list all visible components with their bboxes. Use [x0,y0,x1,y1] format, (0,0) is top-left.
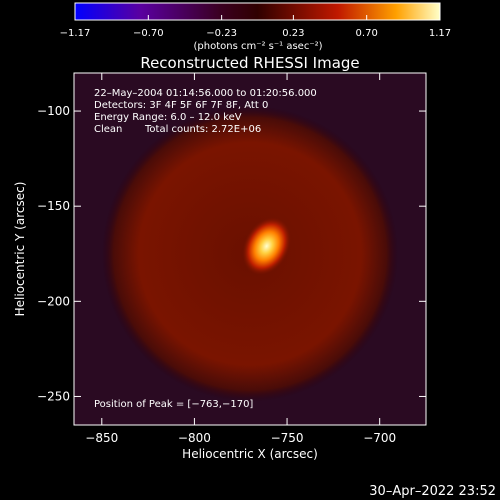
colorbar-tick-label: 0.70 [356,28,378,39]
y-axis-label: Heliocentric Y (arcsec) [13,182,27,317]
x-tick-label: −700 [363,431,396,445]
colorbar-tick-label: 1.17 [429,28,451,39]
annotation-detectors: Detectors: 3F 4F 5F 6F 7F 8F, Att 0 [94,100,268,111]
annotation-time-range: 22–May–2004 01:14:56.000 to 01:20:56.000 [94,88,317,99]
colorbar-unit-label: (photons cm⁻² s⁻¹ asec⁻²) [193,41,322,52]
x-tick-label: −850 [85,431,118,445]
annotation-clean: Clean [94,124,122,135]
y-tick-label: −100 [37,104,70,118]
plot-frame [73,72,427,426]
annotation-energy-range: Energy Range: 6.0 – 12.0 keV [94,112,242,123]
colorbar-tick-label: −0.70 [133,28,164,39]
colorbar-tick-label: −1.17 [60,28,91,39]
x-tick-label: −800 [178,431,211,445]
x-axis-label: Heliocentric X (arcsec) [182,447,318,461]
colorbar-ticks: −1.17 −0.70 −0.23 0.23 0.70 1.17 [60,15,451,39]
colorbar-tick-label: −0.23 [206,28,237,39]
timestamp: 30–Apr–2022 23:52 [369,484,496,499]
annotation-total-counts: Total counts: 2.72E+06 [144,124,261,135]
x-axis: −850 −800 −750 −700 [85,73,396,445]
x-tick-label: −750 [271,431,304,445]
peak-position-label: Position of Peak = [−763,−170] [94,399,253,410]
plot-area [74,73,426,425]
colorbar-tick-label: 0.23 [282,28,304,39]
y-tick-label: −250 [37,389,70,403]
y-axis: −250 −200 −150 −100 [37,104,426,403]
y-tick-label: −150 [37,199,70,213]
y-tick-label: −200 [37,294,70,308]
colorbar [74,2,441,21]
chart-title: Reconstructed RHESSI Image [140,54,359,72]
peak-source [242,217,291,275]
